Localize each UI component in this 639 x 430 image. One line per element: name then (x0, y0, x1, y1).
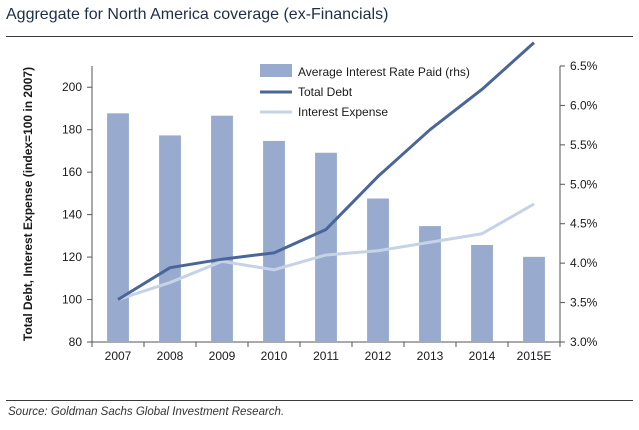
legend-label: Average Interest Rate Paid (rhs) (298, 65, 470, 79)
left-tick-label: 80 (69, 335, 83, 349)
bar (367, 198, 389, 342)
x-tick-label: 2013 (417, 349, 444, 363)
interest-expense-line (117, 202, 535, 301)
right-tick-label: 5.5% (570, 138, 598, 152)
x-tick-label: 2007 (105, 349, 132, 363)
left-tick-label: 140 (62, 208, 82, 222)
x-tick-label: 2011 (313, 349, 339, 363)
y-axis-title: Total Debt, Interest Expense (index=100 … (21, 67, 35, 341)
right-tick-label: 5.0% (570, 177, 598, 191)
right-tick-label: 3.0% (570, 335, 598, 349)
bar (419, 226, 441, 342)
footer-rule (6, 400, 633, 401)
right-tick-label: 3.5% (570, 296, 598, 310)
bar (471, 245, 493, 342)
chart-area: 80 100 120 140 160 180 200 3.0% 3.5% 4.0% 4.5% 5.0%… (21, 41, 598, 363)
x-tick-label: 2008 (157, 349, 184, 363)
bar (315, 152, 337, 342)
right-tick-label: 6.0% (570, 98, 598, 112)
bar (211, 115, 233, 343)
bar (523, 256, 545, 342)
right-tick-label: 4.0% (570, 256, 598, 270)
x-tick-label: 2009 (209, 349, 236, 363)
bar (159, 135, 181, 342)
left-tick-label: 160 (62, 165, 82, 179)
legend-label: Interest Expense (298, 105, 388, 119)
right-tick-label: 6.5% (570, 59, 598, 73)
x-tick-label: 2010 (261, 349, 288, 363)
bar (107, 113, 129, 342)
x-tick-label: 2014 (469, 349, 496, 363)
x-tick-label: 2012 (365, 349, 392, 363)
chart-title: Aggregate for North America coverage (ex… (6, 6, 389, 23)
legend-swatch-bar (260, 64, 292, 77)
x-tick-label: 2015E (517, 349, 552, 363)
legend-label: Total Debt (298, 85, 353, 99)
left-tick-label: 200 (62, 80, 82, 94)
left-tick-label: 180 (62, 123, 82, 137)
bar (263, 140, 285, 342)
right-tick-label: 4.5% (570, 217, 598, 231)
left-tick-label: 100 (62, 293, 82, 307)
title-rule (6, 36, 633, 37)
left-tick-label: 120 (62, 250, 82, 264)
source-note: Source: Goldman Sachs Global Investment … (8, 406, 285, 418)
total-debt-line (117, 41, 536, 301)
